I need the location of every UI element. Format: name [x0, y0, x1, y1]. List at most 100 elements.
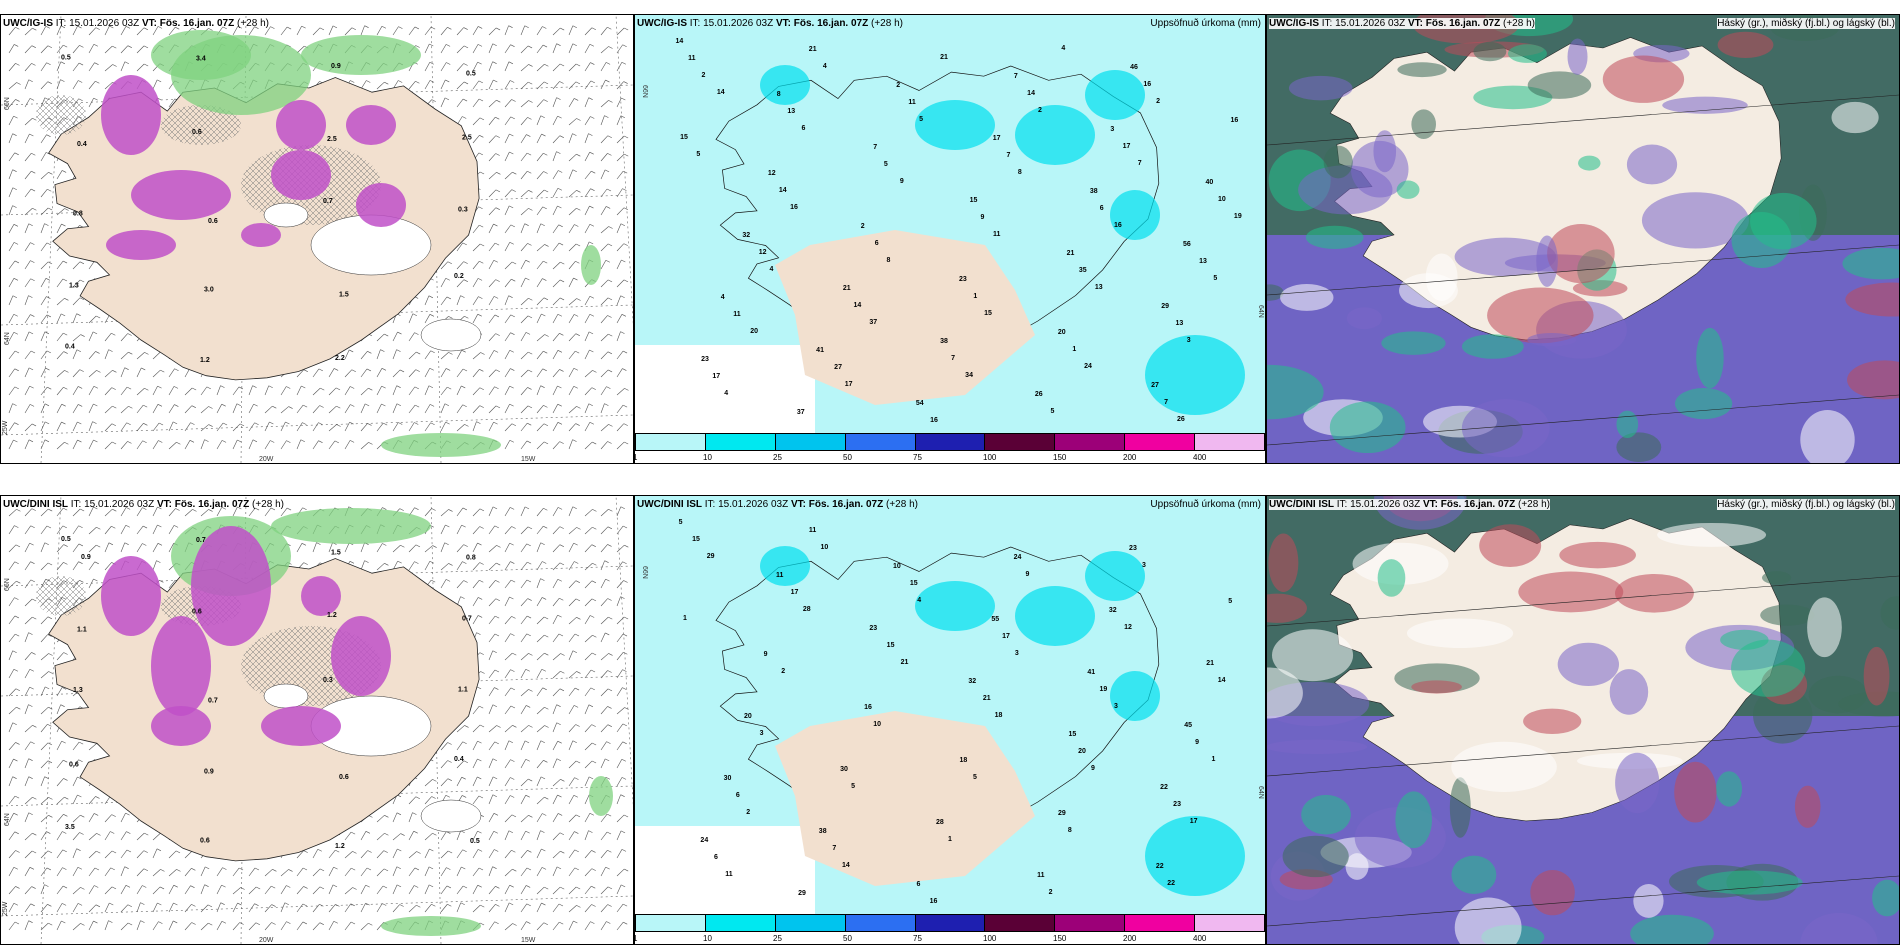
- precip-value-label: 15: [984, 310, 992, 317]
- colorbar-swatch: [845, 915, 916, 931]
- map-frame: UWC/DINI ISL IT: 15.01.2026 03Z VT: Fös.…: [1266, 495, 1900, 945]
- precip-value-label: 14: [717, 89, 725, 96]
- precip-value-label: 16: [1230, 117, 1238, 124]
- precip-value-label: 17: [1002, 633, 1010, 640]
- lat-label: 66N: [641, 566, 648, 579]
- precip-value-label: 18: [959, 757, 967, 764]
- precip-value-label: 7: [1164, 399, 1168, 406]
- colorbar: [635, 914, 1265, 932]
- lat-label: 64N: [4, 813, 11, 826]
- precip-value-label: 0.7: [323, 198, 333, 205]
- precip-value-label: 6: [714, 854, 718, 861]
- precip-value-label: 15: [970, 197, 978, 204]
- precip-value-label: 16: [930, 417, 938, 424]
- colorbar-tick: 100: [983, 934, 997, 943]
- precip-value-label: 15: [1068, 731, 1076, 738]
- precip-value-label: 0.4: [65, 344, 75, 351]
- precip-value-label: 11: [1037, 872, 1045, 879]
- precip-value-label: 3: [1110, 126, 1114, 133]
- lon-label: 25W: [2, 420, 9, 435]
- precip-value-label: 23: [1173, 801, 1181, 808]
- precip-value-label: 16: [864, 704, 872, 711]
- precip-value-label: 11: [688, 55, 696, 62]
- precip-value-label: 3.4: [196, 55, 206, 62]
- precip-value-label: 5: [679, 519, 683, 526]
- precip-value-label: 9: [1025, 571, 1029, 578]
- panel-title: Háský (gr.), miðský (fj.bl.) og lágský (…: [1717, 499, 1895, 510]
- precip-value-label: 2: [1156, 98, 1160, 105]
- precip-value-label: 29: [1161, 303, 1169, 310]
- precip-value-label: 7: [951, 355, 955, 362]
- precip-value-label: 3: [1142, 562, 1146, 569]
- precip-value-label: 3: [1187, 337, 1191, 344]
- precip-value-label: 32: [742, 232, 750, 239]
- precip-value-label: 4: [823, 63, 827, 70]
- lon-label: 15W: [521, 456, 536, 463]
- colorbar-swatch: [1125, 915, 1196, 931]
- precip-value-label: 45: [1184, 722, 1192, 729]
- precip-value-label: 11: [776, 572, 784, 579]
- precip-value-label: 3: [760, 730, 764, 737]
- precip-value-label: 46: [1130, 64, 1138, 71]
- precip-value-label: 4: [721, 294, 725, 301]
- precip-value-label: 38: [940, 338, 948, 345]
- colorbar-swatch: [705, 915, 776, 931]
- precip-map-svg: 66N64N5112332152224291055414530386243221…: [635, 496, 1265, 914]
- precip-value-label: 6: [875, 240, 879, 247]
- cloud-panel-top: UWC/IG-IS IT: 15.01.2026 03Z VT: Fös. 16…: [1266, 14, 1900, 464]
- precip-value-label: 5: [1050, 408, 1054, 415]
- precip-value-label: 35: [1079, 267, 1087, 274]
- precip-value-label: 22: [1160, 784, 1168, 791]
- cloud-panel-bottom: UWC/DINI ISL IT: 15.01.2026 03Z VT: Fös.…: [1266, 495, 1900, 945]
- precip-value-label: 19: [1099, 686, 1107, 693]
- precip-value-label: 0.6: [192, 129, 202, 136]
- colorbar-swatch: [636, 434, 706, 450]
- colorbar: [635, 433, 1265, 451]
- panel-header: UWC/DINI ISL IT: 15.01.2026 03Z VT: Fös.…: [637, 499, 918, 510]
- precip-value-label: 20: [744, 713, 752, 720]
- precip-value-label: 1.2: [327, 612, 337, 619]
- precip-value-label: 15: [680, 134, 688, 141]
- precip-value-label: 23: [701, 356, 709, 363]
- precip-value-label: 9: [900, 178, 904, 185]
- colorbar-tick: 1: [635, 934, 637, 943]
- colorbar-swatch: [636, 915, 706, 931]
- precip-value-label: 3.0: [204, 286, 214, 293]
- precip-value-label: 6: [802, 125, 806, 132]
- precip-value-label: 7: [832, 845, 836, 852]
- precip-value-label: 2.5: [462, 135, 472, 142]
- precip-value-label: 6: [916, 881, 920, 888]
- lat-label: 66N: [641, 85, 648, 98]
- map-frame: 66N 64N 5 11 23 32 15 22 24 29 10 55 41 45 30 38 6 24 32 21…: [634, 495, 1266, 945]
- precip-value-label: 1: [973, 293, 977, 300]
- precip-value-label: 21: [940, 54, 948, 61]
- panel-title: Uppsöfnuð úrkoma (mm): [1150, 18, 1261, 29]
- precip-value-label: 0.7: [208, 698, 218, 705]
- precip-value-label: 21: [843, 285, 851, 292]
- precip-value-label: 13: [787, 108, 795, 115]
- wind-panel-top: 66N 64N 25W 20W 15W 0.5 0.6 0.7 0.2 0.4 3.4 2.5 0.3 1…: [0, 14, 634, 464]
- precip-value-label: 7: [1014, 73, 1018, 80]
- precip-value-label: 8: [1068, 827, 1072, 834]
- precip-value-label: 1: [1072, 346, 1076, 353]
- precip-value-label: 17: [845, 381, 853, 388]
- precip-value-label: 13: [1199, 258, 1207, 265]
- precip-value-label: 12: [759, 249, 767, 256]
- precip-value-label: 22: [1156, 863, 1164, 870]
- precip-value-label: 8: [777, 91, 781, 98]
- precip-value-label: 2.5: [327, 136, 337, 143]
- precip-value-label: 3: [1114, 703, 1118, 710]
- precip-value-label: 20: [1058, 329, 1066, 336]
- lat-label: 64N: [1257, 786, 1264, 799]
- precip-value-label: 9: [1195, 739, 1199, 746]
- colorbar-tick: 25: [773, 934, 782, 943]
- precip-value-label: 1.3: [73, 687, 83, 694]
- map-frame: 66N 64N 25W 20W 15W 0.5 0.6 0.3 0.4 3.5 0.7 1.2 1.1 0…: [0, 495, 634, 945]
- precip-value-label: 1.1: [77, 627, 87, 634]
- precip-value-label: 0.8: [73, 210, 83, 217]
- precip-value-label: 29: [707, 553, 715, 560]
- precip-value-label: 22: [1167, 880, 1175, 887]
- precip-value-label: 0.5: [470, 838, 480, 845]
- colorbar-swatch: [775, 434, 846, 450]
- precip-value-label: 1.1: [458, 686, 468, 693]
